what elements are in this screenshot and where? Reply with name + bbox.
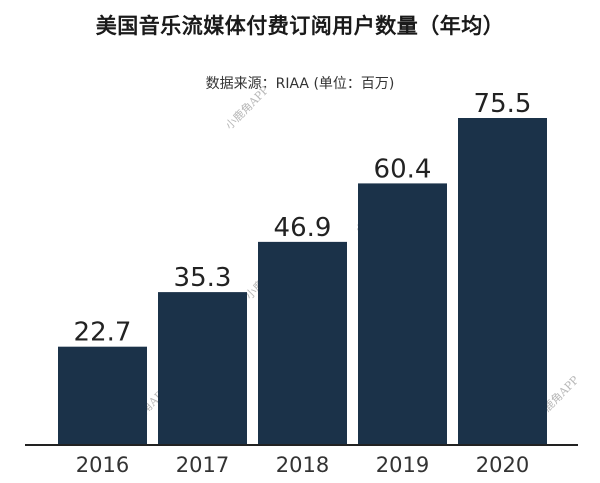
bar-label-group: 22.7 35.3 46.9 60.4 75.5 — [74, 89, 532, 348]
bar-value-label: 22.7 — [74, 318, 132, 348]
x-tick-label: 2020 — [476, 453, 529, 477]
bar-2017 — [158, 292, 247, 445]
chart-subtitle: 数据来源：RIAA (单位：百万) — [205, 76, 395, 92]
x-tick-label: 2018 — [276, 453, 329, 477]
bar-value-label: 35.3 — [174, 263, 232, 293]
x-tick-label: 2019 — [376, 453, 429, 477]
bar-2019 — [358, 183, 447, 445]
bar-group — [58, 118, 547, 445]
bar-2016 — [58, 346, 147, 445]
x-tick-group: 2016 2017 2018 2019 2020 — [76, 453, 529, 477]
bar-value-label: 46.9 — [274, 213, 332, 243]
x-tick-label: 2017 — [176, 453, 229, 477]
bar-value-label: 60.4 — [374, 154, 432, 184]
watermark-text: 小鹿角APP — [222, 82, 272, 132]
chart-title: 美国音乐流媒体付费订阅用户数量（年均） — [95, 14, 505, 38]
x-tick-label: 2016 — [76, 453, 129, 477]
bar-2018 — [258, 241, 347, 445]
bar-2020 — [458, 118, 547, 445]
bar-value-label: 75.5 — [474, 89, 532, 119]
